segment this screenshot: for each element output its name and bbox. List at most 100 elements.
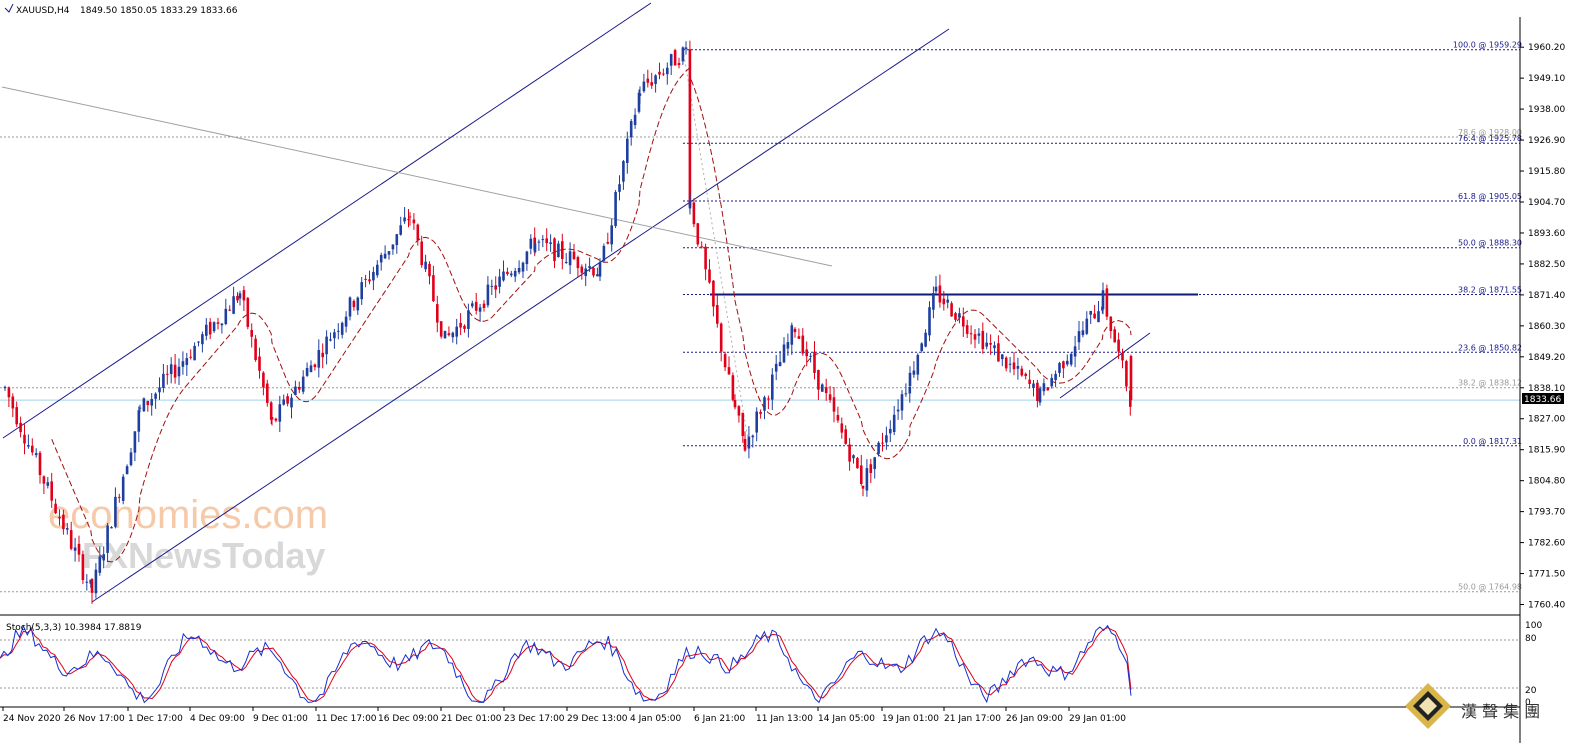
candle-body	[294, 386, 297, 396]
candle	[1125, 359, 1128, 392]
candle-body	[881, 442, 884, 444]
candle	[1109, 316, 1113, 339]
candle-body	[498, 276, 501, 287]
candle-body	[618, 184, 621, 192]
candle	[584, 263, 587, 287]
candle-body	[610, 225, 613, 245]
candle-body	[69, 530, 73, 549]
candle	[805, 341, 808, 367]
candle	[416, 223, 420, 246]
price-axis[interactable]: 1960.20 1949.10 1938.00 1926.90 1915.80 1904.…	[0, 17, 1565, 743]
candle	[1093, 304, 1096, 319]
candle-body	[459, 322, 462, 328]
stoch-label-100: 100	[1525, 621, 1542, 631]
candle	[592, 266, 595, 278]
candle-body	[938, 285, 942, 303]
candle	[69, 521, 73, 551]
candle-body	[832, 397, 836, 412]
candle	[189, 349, 192, 360]
stoch-indicator-label: Stoch(5,3,3) 10.3984 17.8819	[6, 623, 142, 633]
candle-body	[856, 458, 859, 469]
candle-body	[1058, 363, 1061, 373]
candle-body	[564, 262, 568, 264]
candle	[626, 131, 629, 174]
candle	[654, 74, 657, 93]
candle-body	[852, 455, 855, 459]
candle	[490, 279, 494, 296]
candle-body	[553, 238, 556, 262]
candle-body	[391, 244, 395, 250]
candle-body	[236, 295, 239, 301]
candle-body	[34, 453, 38, 456]
candle	[801, 328, 805, 356]
candle-body	[197, 341, 200, 343]
candle	[568, 242, 572, 275]
stoch-signal-line	[0, 627, 1132, 703]
candle-body	[1125, 361, 1128, 387]
candle-body	[224, 308, 228, 325]
candle	[407, 209, 410, 228]
candle-body	[185, 358, 189, 365]
candle-body	[181, 361, 185, 367]
candle-body	[490, 285, 494, 287]
candle	[1129, 354, 1133, 402]
candle	[266, 379, 269, 407]
candle	[85, 574, 89, 591]
candle	[212, 321, 216, 333]
fib-baseline	[682, 49, 750, 446]
candle	[824, 378, 828, 401]
time-axis[interactable]: 24 Nov 2020 26 Nov 17:00 1 Dec 17:00 4 Dec …	[2, 707, 1126, 724]
candle	[3, 385, 7, 391]
candle	[797, 328, 801, 340]
fib-level-label: 78.6 @ 1928.00	[1458, 128, 1522, 137]
candle-body	[220, 323, 224, 326]
candle	[166, 365, 169, 385]
candle-body	[205, 324, 208, 336]
candle-body	[626, 138, 629, 163]
candle	[169, 357, 173, 384]
candle-body	[614, 191, 617, 226]
candle-body	[340, 322, 344, 335]
candle	[436, 295, 439, 333]
candle	[19, 416, 22, 438]
candle-body	[486, 284, 490, 306]
candle-body	[1077, 331, 1081, 343]
candle	[50, 472, 53, 508]
candle-body	[150, 399, 153, 406]
candle-body	[81, 554, 85, 580]
candle-body	[733, 399, 737, 408]
candle	[786, 333, 790, 356]
candle	[828, 386, 832, 403]
candle	[1038, 386, 1042, 406]
candle-body	[510, 273, 513, 276]
price-axis-label: 1960.20	[1528, 43, 1565, 53]
candle	[294, 380, 297, 396]
price-axis-label: 1815.90	[1528, 446, 1565, 456]
candle-body	[142, 398, 146, 412]
candle-body	[478, 307, 482, 312]
candle	[146, 400, 150, 412]
candle-body	[1036, 382, 1039, 401]
candle-body	[774, 363, 778, 372]
candle-body	[584, 268, 587, 276]
candle-body	[266, 383, 269, 403]
candle	[1001, 354, 1004, 367]
candle-body	[817, 369, 820, 390]
candle	[900, 390, 904, 420]
candle	[793, 327, 797, 338]
candle	[817, 369, 820, 401]
candle	[576, 255, 580, 278]
candle	[1032, 380, 1035, 397]
price-axis-label: 1804.80	[1528, 477, 1565, 487]
candle	[246, 296, 250, 330]
candle	[282, 394, 285, 406]
candle-body	[950, 303, 953, 317]
candle	[557, 240, 560, 258]
candle-body	[747, 436, 751, 449]
candle	[646, 69, 650, 88]
candle-body	[650, 82, 653, 86]
candle	[666, 62, 669, 85]
price-axis-label: 1949.10	[1528, 74, 1565, 84]
